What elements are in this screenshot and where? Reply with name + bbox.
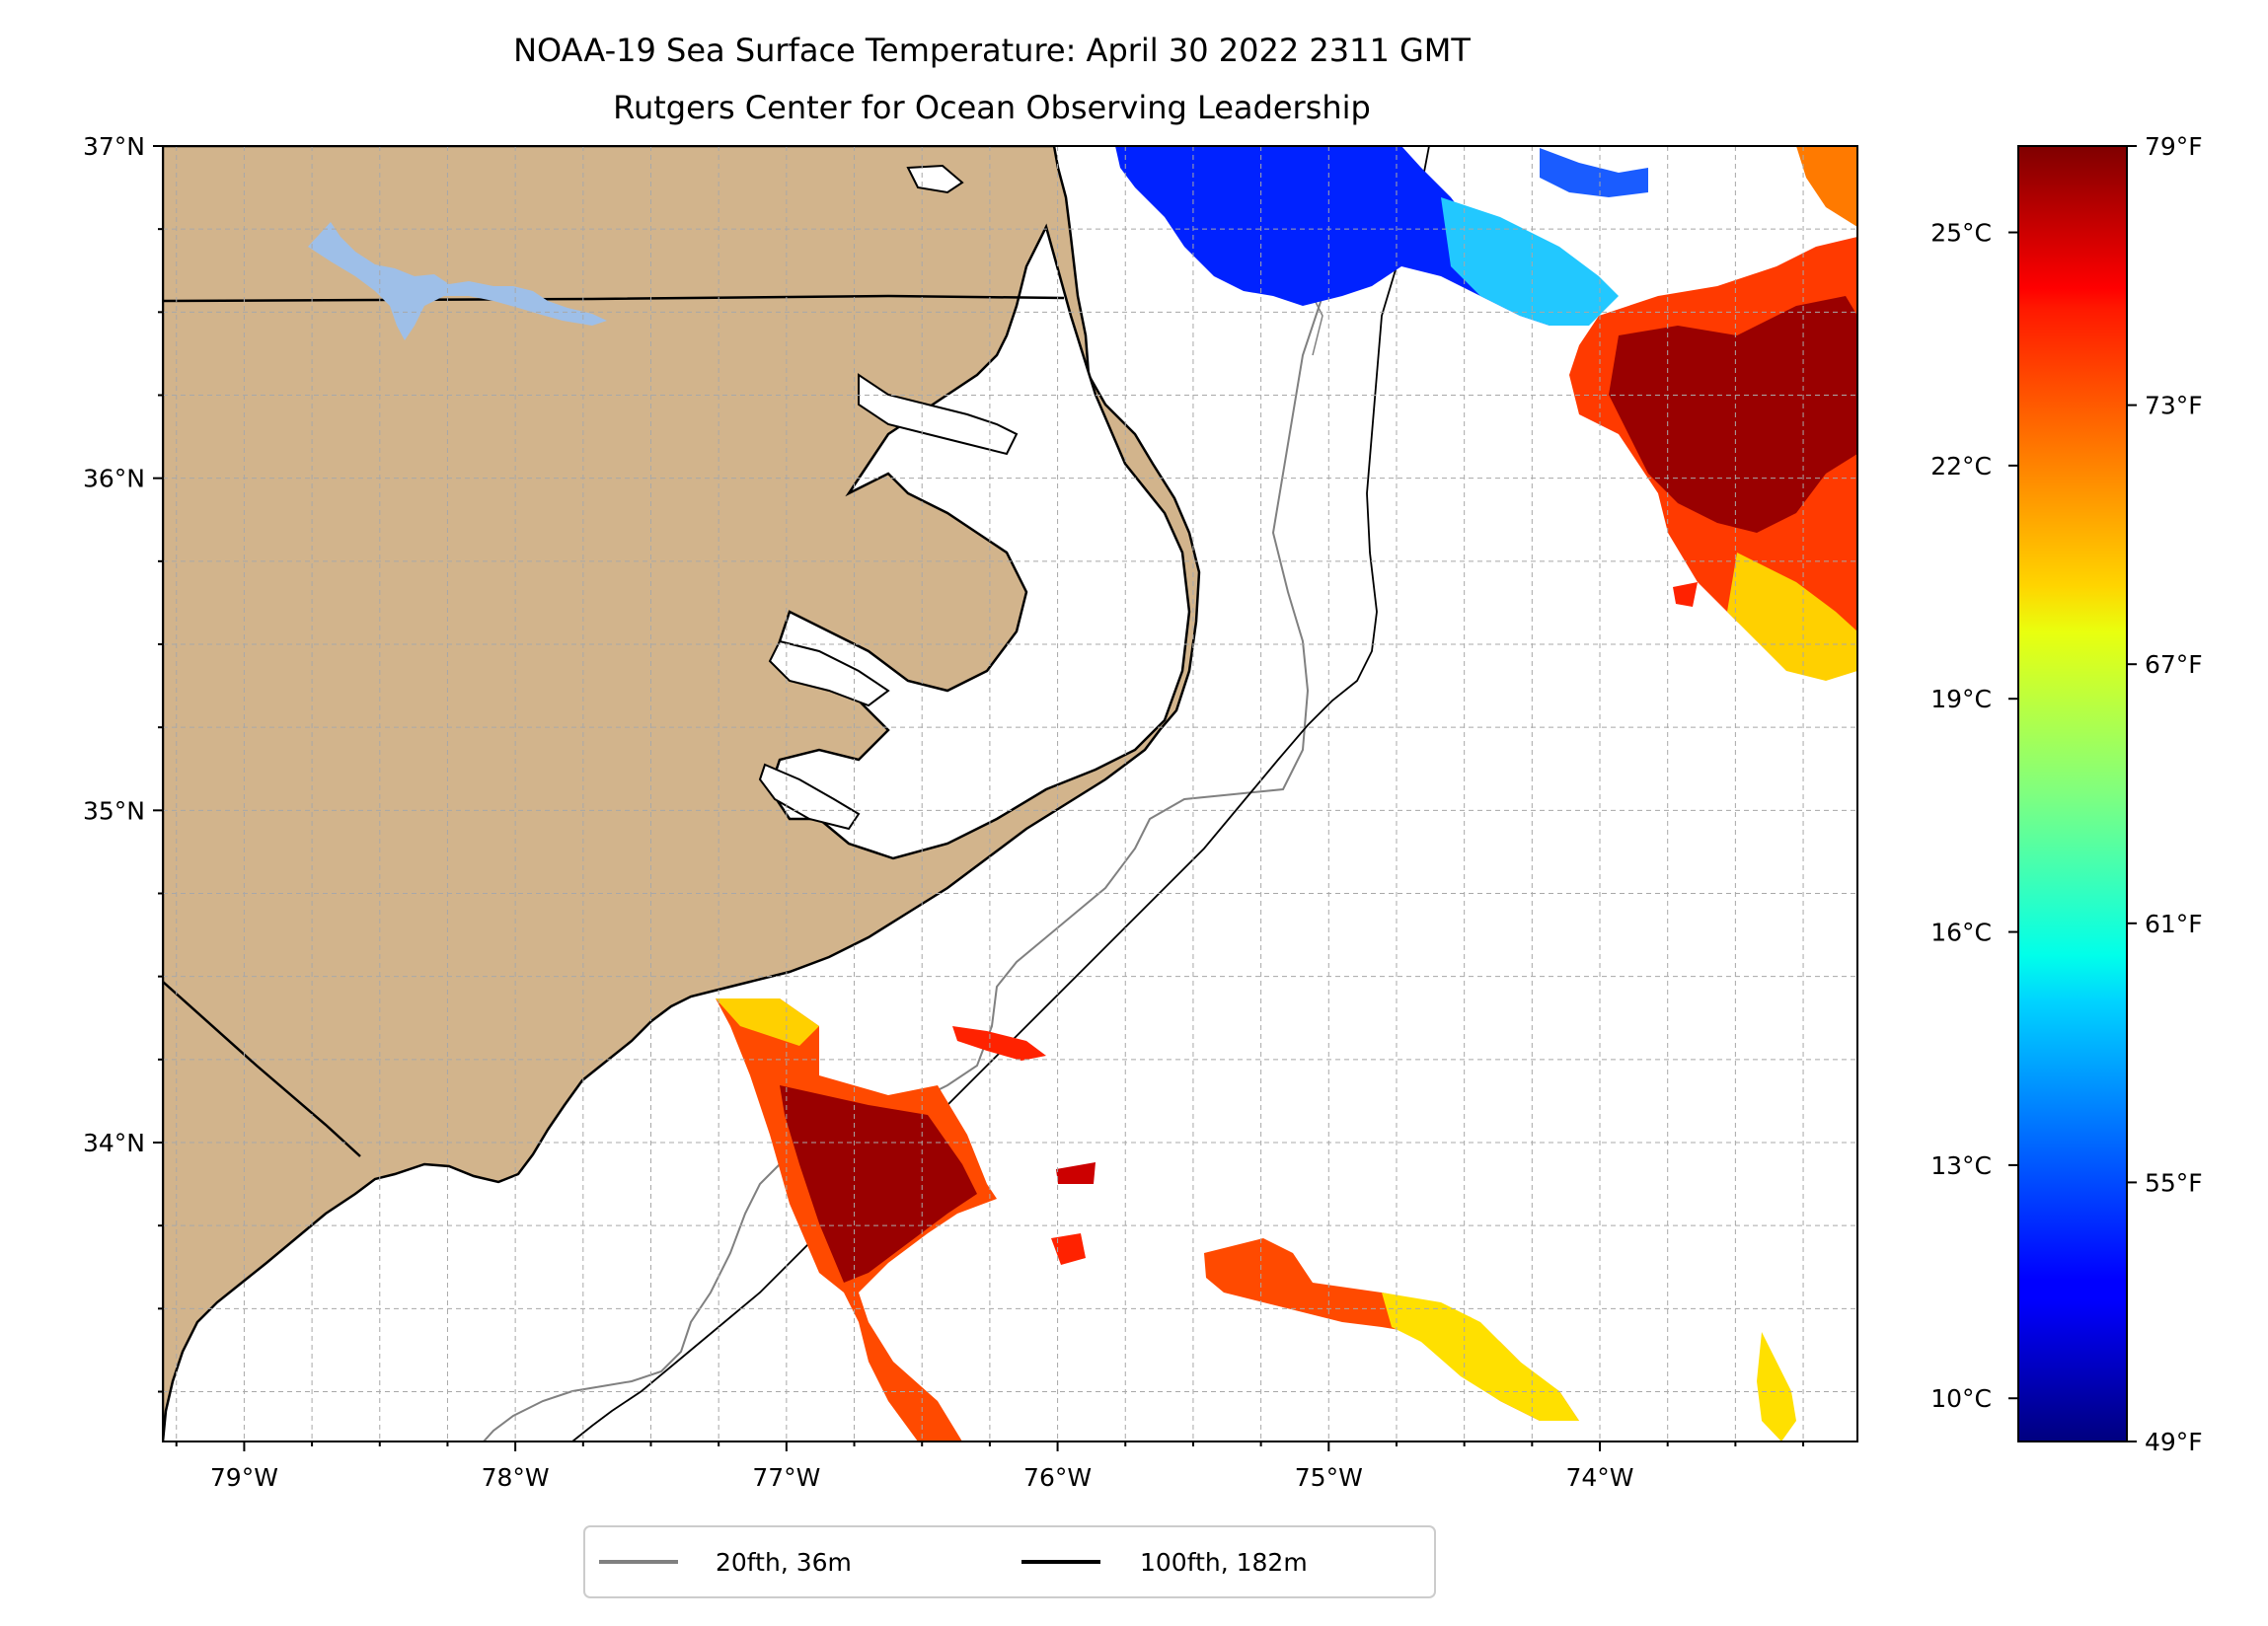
kerr-lake [308,222,607,340]
lon-tick-label: 77°W [752,1463,820,1492]
albemarle-sound-river [858,373,1019,456]
lat-tick-label: 34°N [83,1129,145,1157]
colorbar-c-label: 16°C [1930,919,1992,947]
sst-warm-fragment-ne2 [1796,146,1857,227]
lat-tick-label: 35°N [83,796,145,825]
sst-hot-core-sw [780,1085,977,1283]
sst-yellow-south-1 [1382,1293,1579,1421]
sst-red-small-2 [1051,1233,1086,1265]
isobath-100fth [571,146,1430,1441]
lat-tick-label: 37°N [83,132,145,161]
colorbar-f-label: 67°F [2145,650,2203,679]
sst-cyan-band [1441,197,1619,326]
colorbar-f-label: 79°F [2145,132,2203,161]
sst-yellow-fringe-sw [716,998,819,1046]
isobath-20fth [483,146,1363,1441]
lat-tick-label: 36°N [83,465,145,493]
lon-tick-label: 75°W [1295,1463,1363,1492]
latitude-axis: 37°N 36°N 35°N 34°N [83,132,163,1393]
longitude-axis: 79°W 78°W 77°W 76°W 75°W 74°W [175,1441,1805,1492]
colorbar-f-label: 61°F [2145,910,2203,938]
legend-label-20fth: 20fth, 36m [716,1548,852,1577]
sst-hot-core-ne [1609,296,1857,533]
title-line-1: NOAA-19 Sea Surface Temperature: April 3… [513,32,1471,69]
legend-box [583,1525,1436,1598]
nc-va-border [163,294,1065,303]
colorbar-c-label: 13°C [1930,1151,1992,1180]
colorbar-c-label: 22°C [1930,452,1992,480]
lon-tick-label: 78°W [482,1463,550,1492]
pamlico-river [768,639,890,707]
map-gridlines [163,146,1857,1441]
colorbar-fahrenheit-axis: 79°F 73°F 67°F 61°F 55°F 49°F [2127,132,2203,1456]
colorbar-gradient [2017,145,2128,1442]
isobath-legend: 20fth, 36m 100fth, 182m [583,1525,1436,1598]
sst-blue-fragment [1540,148,1648,197]
lon-tick-label: 79°W [210,1463,278,1492]
sst-cold-patch-north [1115,146,1579,326]
legend-label-100fth: 100fth, 182m [1140,1548,1308,1577]
colorbar-celsius-axis: 25°C 22°C 19°C 16°C 13°C 10°C [1930,219,2018,1413]
colorbar-f-label: 73°F [2145,392,2203,420]
sst-red-small-3 [952,1026,1046,1061]
colorbar-f-label: 49°F [2145,1428,2203,1456]
map-area [163,146,1857,1441]
colorbar-c-label: 19°C [1930,685,1992,713]
nc-sc-border [163,981,361,1157]
sst-yellow-fringe-ne [1727,553,1857,681]
colorbar-c-label: 10°C [1930,1384,1992,1413]
title-line-2: Rutgers Center for Ocean Observing Leade… [613,89,1371,126]
sst-yellow-small-se [1757,1332,1796,1441]
sst-red-small-1 [1056,1162,1096,1184]
lon-tick-label: 74°W [1566,1463,1634,1492]
colorbar: 79°F 73°F 67°F 61°F 55°F 49°F 25°C 22°C 19°C 16°… [1930,132,2202,1456]
neuse-river [758,763,861,831]
sst-red-small-ne [1673,582,1698,607]
colorbar-f-label: 55°F [2145,1168,2203,1197]
map-frame [162,145,1858,1442]
lon-tick-label: 76°W [1023,1463,1092,1492]
colorbar-c-label: 25°C [1930,219,1992,248]
